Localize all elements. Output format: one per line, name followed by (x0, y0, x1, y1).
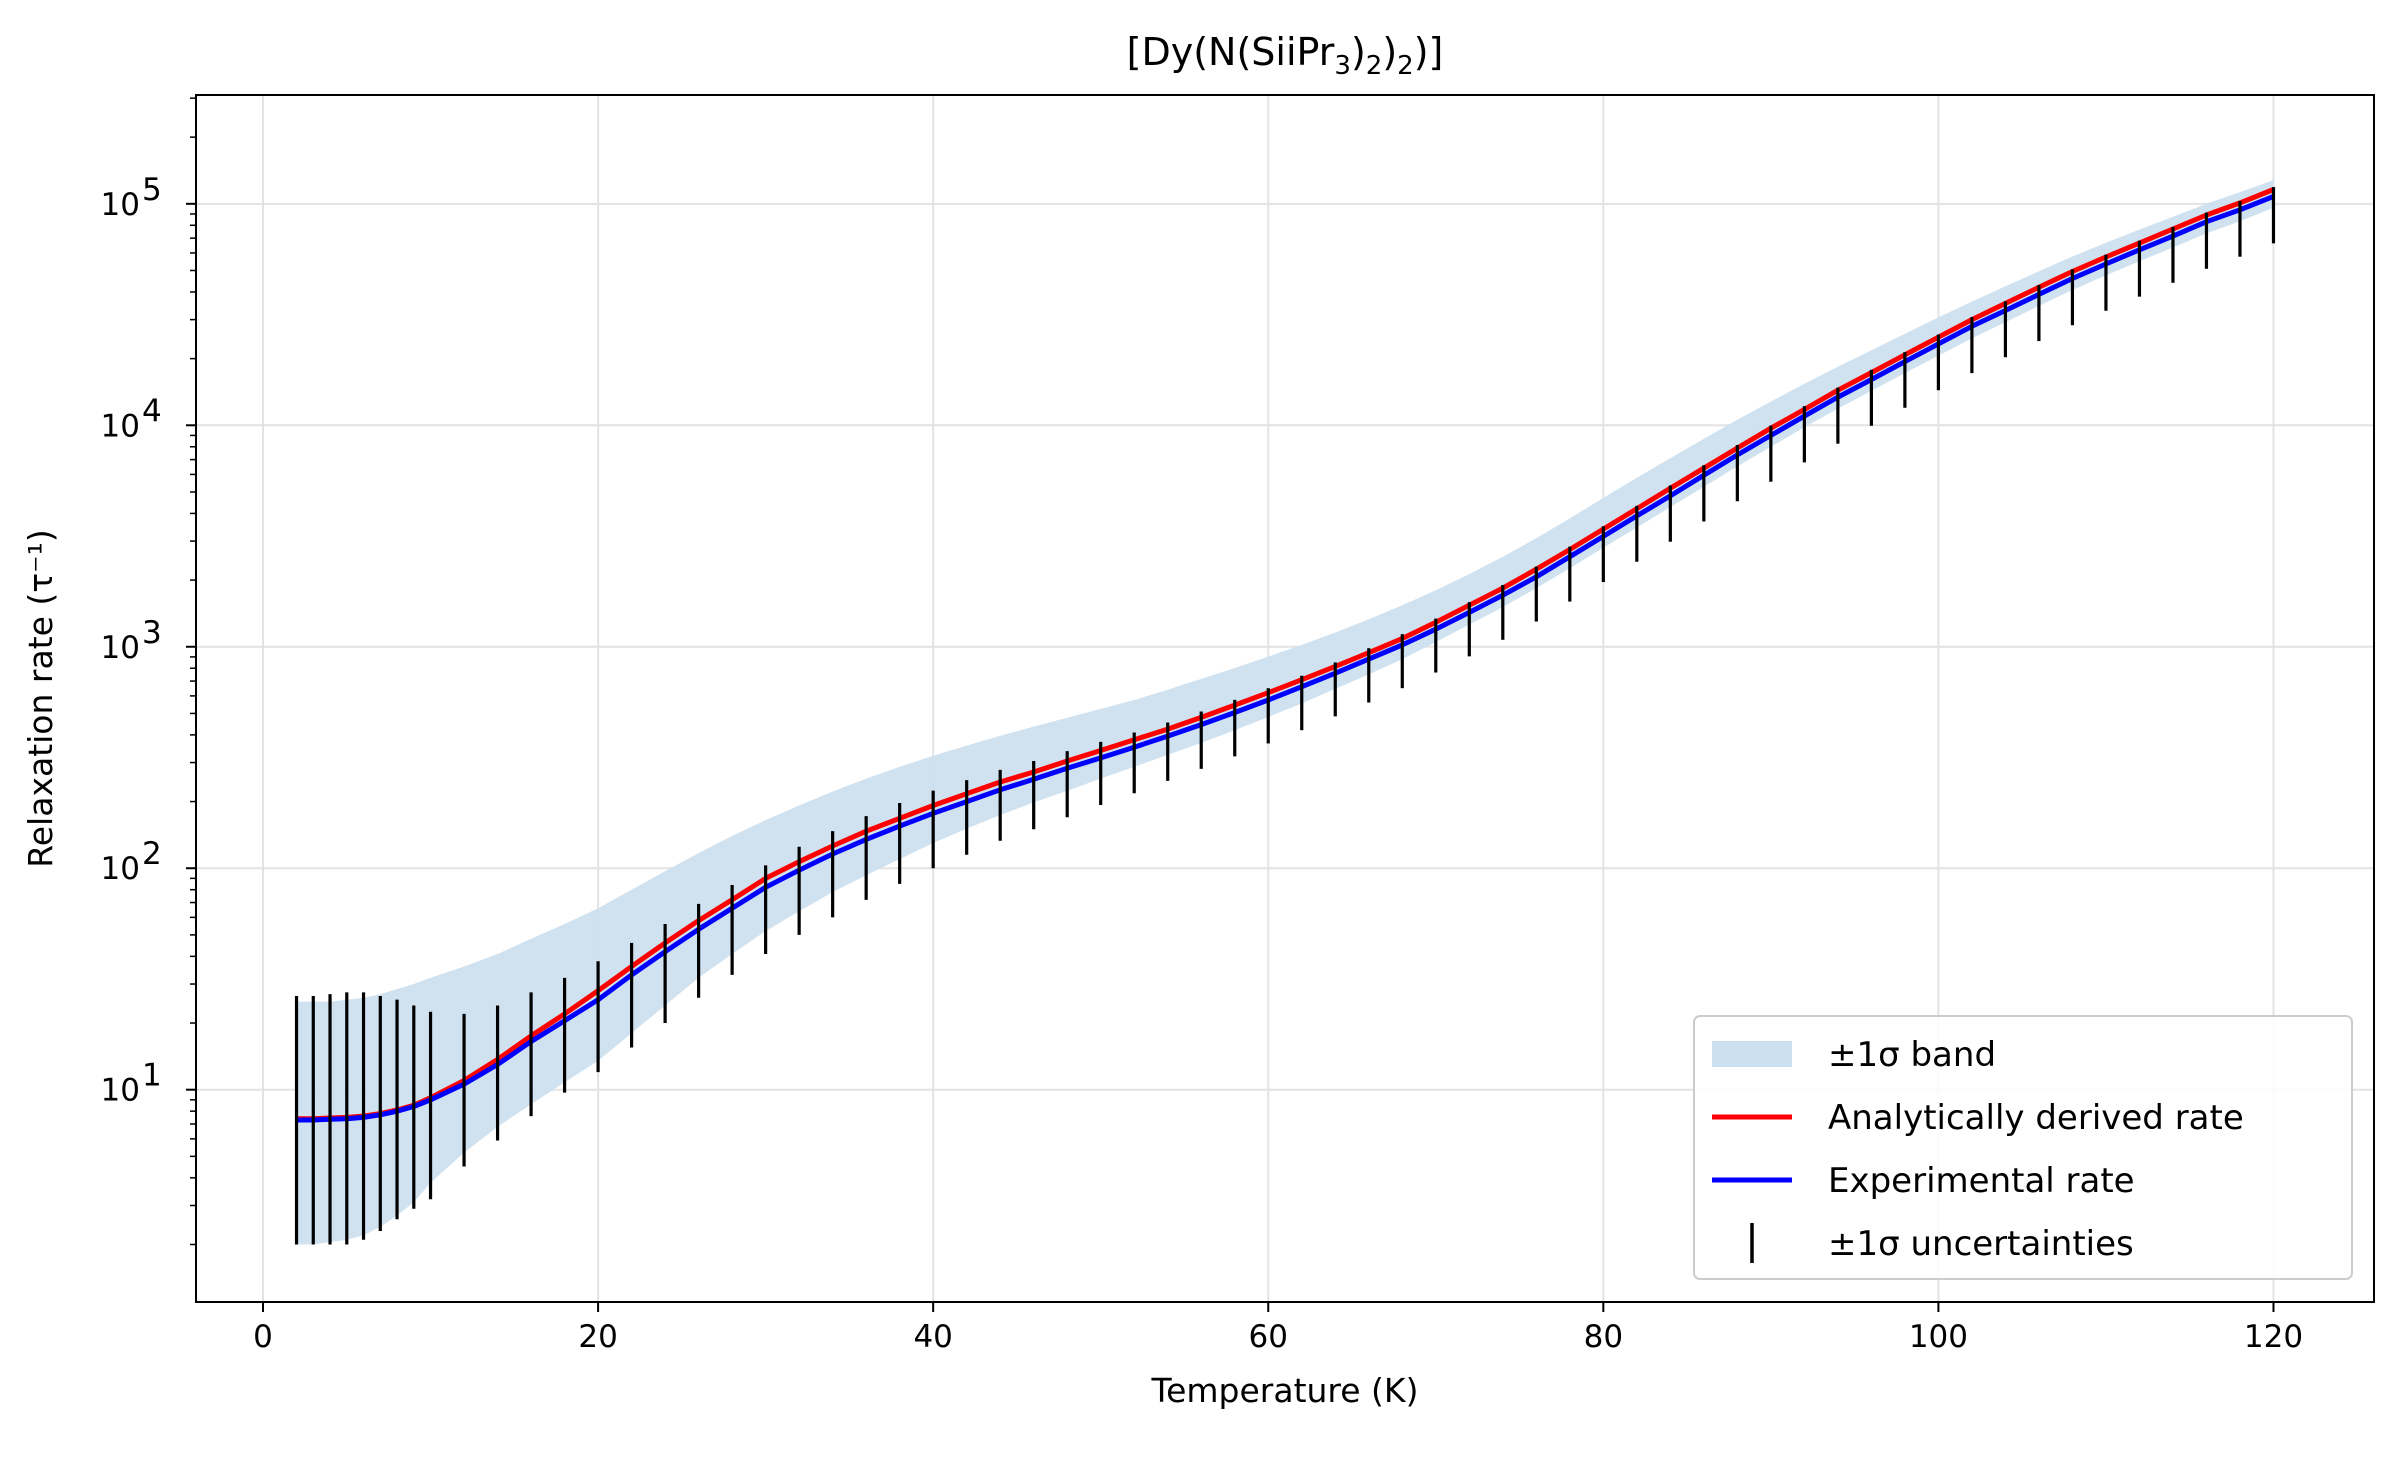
x-axis-label: Temperature (K) (1151, 1371, 1419, 1410)
sigma-band-area (296, 180, 2274, 1245)
x-tick-label: 40 (913, 1319, 952, 1355)
legend-label: Analytically derived rate (1828, 1098, 2244, 1138)
legend-label: Experimental rate (1828, 1161, 2135, 1201)
x-axis-ticks: 0 20 40 60 80 100 120 (253, 1302, 2303, 1355)
y-tick-exponent: 4 (142, 393, 162, 429)
analytical-rate-line (296, 187, 2275, 1122)
error-bars (294, 187, 2276, 1245)
y-tick-label: 10 (101, 851, 140, 887)
legend-band-swatch (1712, 1041, 1792, 1067)
series-lines (296, 187, 2275, 1123)
y-tick-label: 10 (101, 187, 140, 223)
x-tick-label: 120 (2244, 1319, 2303, 1355)
y-tick-label: 10 (101, 1073, 140, 1109)
legend-label: ±1σ band (1828, 1035, 1996, 1075)
legend-box (1693, 1015, 2353, 1280)
x-tick-label: 100 (1909, 1319, 1968, 1355)
y-tick-exponent: 2 (142, 836, 162, 872)
y-tick-label: 10 (101, 408, 140, 444)
x-tick-label: 0 (253, 1319, 273, 1355)
y-tick-exponent: 5 (142, 172, 162, 208)
chart-title: [Dy(N(SiiPr3)2)2)] (1127, 30, 1444, 81)
y-tick-label: 10 (101, 630, 140, 666)
x-tick-label: 60 (1249, 1319, 1288, 1355)
experimental-rate-line (296, 194, 2275, 1123)
legend: ±1σ band Analytically derived rate Experim… (1693, 1015, 2353, 1280)
grid-lines (196, 95, 2374, 1302)
y-tick-exponent: 3 (142, 615, 162, 651)
plot-frame (195, 94, 2375, 1303)
y-tick-exponent: 1 (142, 1058, 162, 1094)
x-tick-label: 80 (1584, 1319, 1623, 1355)
y-axis-label: Relaxation rate (τ⁻¹) (21, 529, 60, 867)
x-tick-label: 20 (578, 1319, 617, 1355)
legend-label: ±1σ uncertainties (1828, 1224, 2134, 1264)
